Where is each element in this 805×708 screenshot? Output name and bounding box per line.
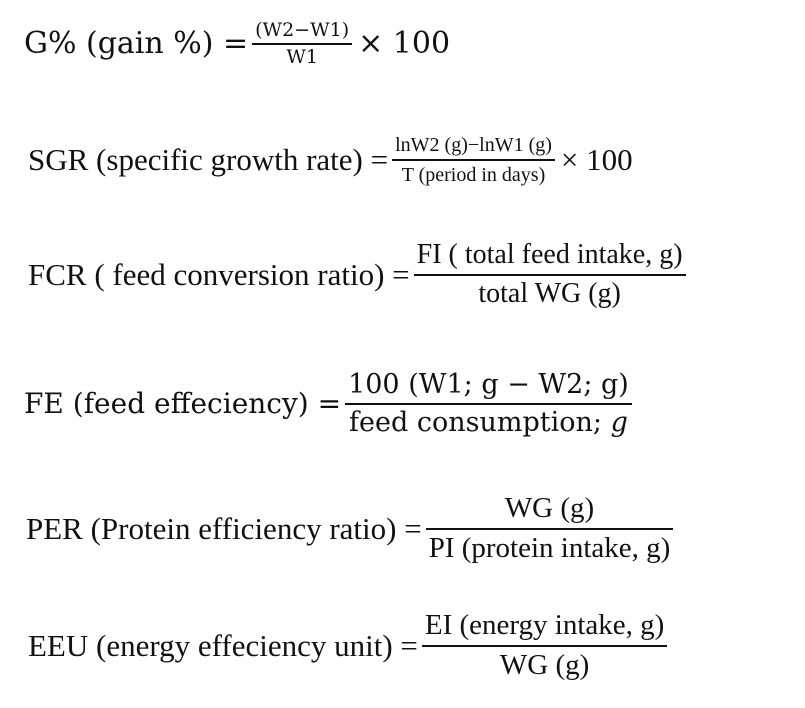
fraction-denominator: total WG (g): [478, 277, 621, 309]
equation-multiplier: × 100: [560, 142, 633, 177]
equation-energy-efficiency-unit: EEU (energy effeciency unit) = EI (energ…: [28, 609, 671, 682]
fraction-denominator: PI (protein intake, g): [428, 531, 671, 564]
equation-gain-percent: G% (gain %) = (W2−W1) W1 × 100: [24, 20, 450, 68]
fraction-denominator: WG (g): [499, 648, 590, 681]
fraction-numerator: lnW2 (g)−lnW1 (g): [395, 134, 552, 156]
equation-lhs: EEU (energy effeciency unit) =: [28, 627, 418, 663]
equation-multiplier: × 100: [358, 26, 451, 62]
fraction: EI (energy intake, g) WG (g): [421, 609, 668, 682]
fraction-numerator: (W2−W1): [255, 19, 350, 41]
fraction-bar: [413, 273, 686, 276]
equation-protein-efficiency-ratio: PER (Protein efficiency ratio) = WG (g) …: [26, 492, 677, 565]
equation-lhs: FE (feed effeciency) =: [24, 387, 342, 421]
fraction-denominator: W1: [286, 45, 318, 68]
fraction: FI ( total feed intake, g) total WG (g): [413, 239, 686, 310]
fraction-bar: [421, 644, 668, 647]
fraction-numerator: WG (g): [504, 492, 595, 524]
denominator-variable: g: [610, 406, 628, 438]
equation-lhs: SGR (specific growth rate) =: [28, 142, 389, 177]
equation-feed-efficiency: FE (feed effeciency) = 100 (W1; g − W2; …: [24, 370, 636, 437]
denominator-text: feed consumption;: [349, 406, 611, 438]
fraction-denominator: T (period in days): [401, 164, 546, 186]
fraction-denominator: feed consumption; g: [346, 406, 631, 438]
fraction: lnW2 (g)−lnW1 (g) T (period in days): [392, 134, 555, 186]
equation-lhs: G% (gain %) =: [24, 26, 249, 62]
fraction-bar: [392, 159, 555, 161]
fraction: WG (g) PI (protein intake, g): [425, 492, 674, 565]
fraction-numerator: EI (energy intake, g): [424, 609, 665, 641]
equation-feed-conversion-ratio: FCR ( feed conversion ratio) = FI ( tota…: [28, 239, 690, 310]
fraction-bar: [425, 527, 674, 530]
fraction: (W2−W1) W1: [252, 19, 353, 68]
fraction-numerator: 100 (W1; g − W2; g): [348, 369, 629, 400]
fraction-bar: [345, 402, 632, 405]
fraction-numerator: FI ( total feed intake, g): [416, 239, 683, 270]
equation-lhs: FCR ( feed conversion ratio) =: [28, 256, 410, 292]
equation-lhs: PER (Protein efficiency ratio) =: [26, 510, 422, 546]
fraction-bar: [252, 42, 353, 45]
equation-specific-growth-rate: SGR (specific growth rate) = lnW2 (g)−ln…: [28, 134, 633, 186]
fraction: 100 (W1; g − W2; g) feed consumption; g: [345, 370, 632, 437]
